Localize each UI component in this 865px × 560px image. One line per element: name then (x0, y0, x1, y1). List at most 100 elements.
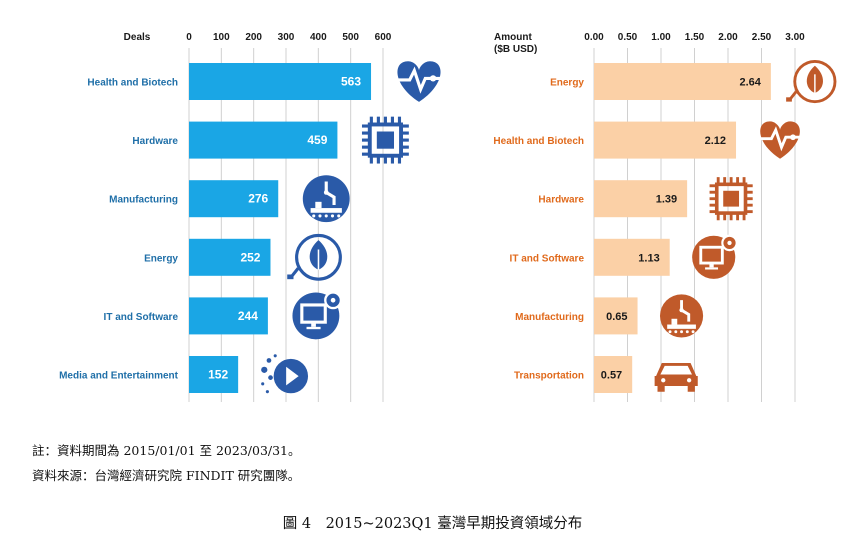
category-label: Energy (144, 253, 178, 264)
joint (679, 307, 684, 313)
monitor-gear-icon (692, 234, 738, 279)
chip-pin (361, 152, 370, 156)
bar (189, 63, 372, 100)
chip-pin (361, 131, 370, 135)
chip-pin (729, 213, 733, 221)
chip-pin (401, 131, 409, 135)
chip-pin (390, 155, 395, 164)
chip-pin (709, 197, 717, 201)
category-label: Transportation (514, 371, 584, 382)
bar (189, 238, 271, 276)
tick-label: 2.50 (752, 32, 772, 43)
chip-pin (729, 177, 733, 185)
axis-title: Deals (124, 32, 151, 43)
ring (295, 233, 342, 281)
value-label: 0.57 (601, 370, 622, 382)
headlight (661, 378, 666, 383)
pulse-dot (790, 134, 796, 141)
chip-pin (745, 203, 753, 207)
monitor-stand (709, 263, 714, 268)
tick-label: 600 (375, 32, 392, 43)
chip-pin (745, 210, 753, 214)
bar (594, 238, 670, 276)
bar (189, 356, 239, 393)
category-label: Manufacturing (515, 312, 584, 323)
amount-chart: 0.00 0.50 1.00 1.50 2.00 2.50 3.00 Amount($B US… (493, 32, 837, 402)
chip-pin (709, 210, 717, 214)
category-label: Hardware (132, 136, 178, 147)
splash-dot (268, 375, 273, 380)
tick-label: 100 (213, 32, 230, 43)
value-label: 252 (240, 250, 260, 264)
tick-label: 300 (278, 32, 295, 43)
value-label: 459 (307, 133, 327, 147)
tick-label: 1.50 (685, 32, 705, 43)
play-icon (261, 354, 309, 394)
conveyor-roller (337, 214, 341, 218)
car-wheel (687, 386, 695, 392)
chip-pin (361, 124, 370, 128)
value-label: 0.65 (606, 311, 627, 323)
tick-label: 0 (186, 32, 192, 43)
conveyor-roller (330, 214, 335, 218)
splash-dot (265, 390, 269, 394)
bar (189, 297, 268, 335)
chip-body (367, 122, 403, 158)
chip-pin (361, 138, 370, 142)
tick-label: 2.00 (718, 32, 738, 43)
chip-pin (401, 152, 409, 156)
pulse-dot (429, 75, 437, 82)
chip-pin (376, 116, 380, 125)
car-wheel (657, 386, 665, 392)
bar (594, 180, 688, 218)
tick-label: 400 (310, 32, 327, 43)
axis-title: Amount (494, 32, 532, 43)
category-label: IT and Software (510, 253, 585, 264)
tick-label: 500 (342, 32, 359, 43)
chip-pin (745, 190, 753, 194)
value-label: 152 (208, 368, 228, 382)
splash-dot (261, 366, 268, 373)
heartbeat-icon (395, 61, 443, 102)
bar (594, 121, 737, 159)
ring (793, 59, 837, 104)
conveyor-roller (685, 330, 689, 334)
robot-arm-icon (302, 175, 350, 223)
category-label: Energy (550, 78, 584, 89)
value-label: 1.13 (638, 252, 659, 264)
conveyor (667, 324, 696, 329)
gear-hub (727, 240, 732, 246)
data-period-note: 註：資料期間為 2015/01/01 至 2023/03/31。 (32, 443, 301, 458)
chip-pin (736, 177, 740, 185)
monitor-base (306, 326, 321, 330)
conveyor-roller (324, 214, 328, 218)
value-label: 563 (341, 75, 361, 89)
conveyor-roller (674, 330, 678, 334)
chip-pin (736, 213, 740, 221)
chip-pin (723, 213, 727, 221)
chip-pin (369, 155, 373, 164)
category-label: Health and Biotech (87, 78, 178, 89)
chip-pin (716, 213, 720, 221)
bar (189, 180, 279, 218)
pulse-line (758, 126, 802, 152)
axis-unit: ($B USD) (494, 44, 537, 55)
bar (594, 356, 633, 393)
data-source-note: 資料來源：台灣經濟研究院 FINDIT 研究團隊。 (32, 468, 301, 483)
category-label: Media and Entertainment (59, 371, 179, 382)
deals-chart: 0 100 200 300 400 500 600 Deals Health and Biote… (59, 32, 443, 402)
joint (323, 190, 329, 195)
plug-head (287, 274, 294, 280)
figure-caption: 圖 4 2015~2023Q1 臺灣早期投資領域分布 (282, 516, 583, 532)
tick-label: 0.00 (584, 32, 604, 43)
chip-core (376, 131, 395, 149)
pulse-line (395, 66, 443, 94)
bar (594, 63, 771, 100)
box (671, 318, 678, 325)
chip-core (723, 190, 740, 207)
conveyor-roller (318, 214, 322, 218)
chip-pin (709, 190, 717, 194)
headlight (686, 378, 692, 383)
category-label: Health and Biotech (493, 136, 584, 147)
